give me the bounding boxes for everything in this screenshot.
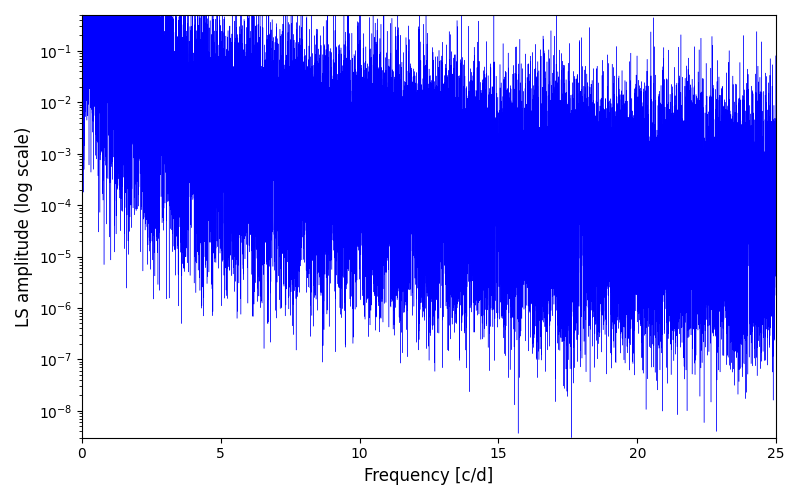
Y-axis label: LS amplitude (log scale): LS amplitude (log scale): [15, 126, 33, 326]
X-axis label: Frequency [c/d]: Frequency [c/d]: [364, 467, 494, 485]
